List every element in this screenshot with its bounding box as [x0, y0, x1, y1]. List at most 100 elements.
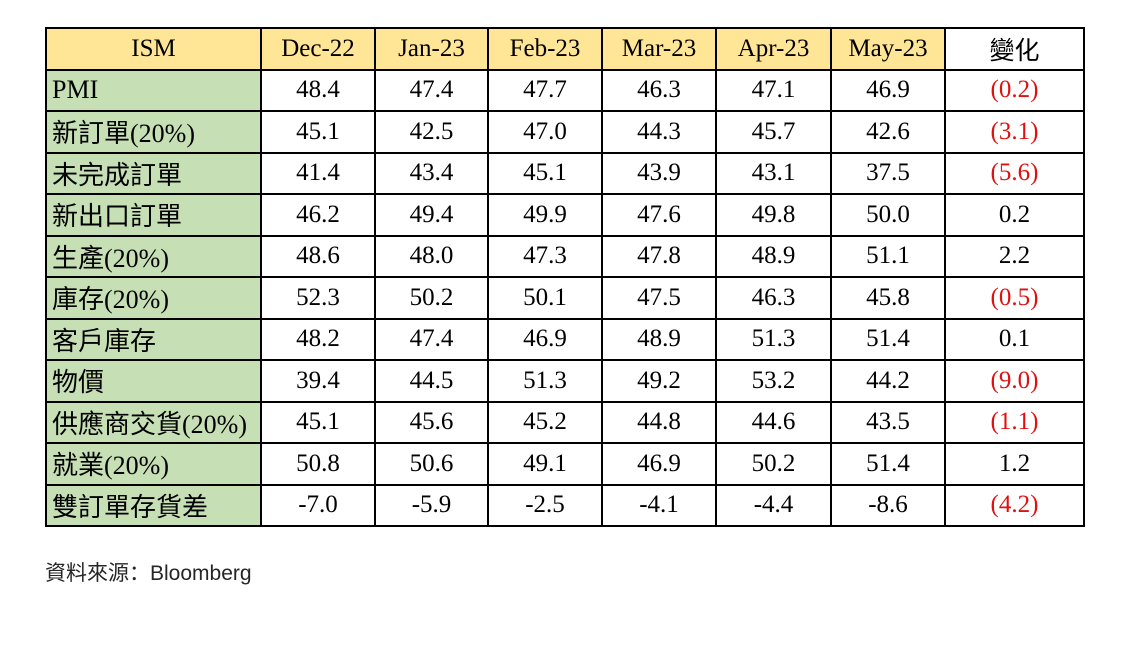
cell-value: -4.4	[715, 483, 832, 527]
cell-value: 49.9	[487, 193, 603, 237]
change-value: (3.1)	[944, 110, 1085, 154]
change-value: (0.2)	[944, 68, 1085, 112]
table-row: 新出口訂單 46.2 49.4 49.9 47.6 49.8 50.0 0.2	[45, 193, 1085, 237]
cell-value: 44.8	[601, 400, 717, 444]
cell-value: 47.8	[601, 234, 717, 278]
table-row: 未完成訂單 41.4 43.4 45.1 43.9 43.1 37.5 (5.6)	[45, 151, 1085, 195]
column-header-feb-23: Feb-23	[487, 27, 603, 71]
cell-value: 44.3	[601, 110, 717, 154]
column-header-dec-22: Dec-22	[260, 27, 376, 71]
cell-value: 42.6	[830, 110, 946, 154]
row-label: 物價	[45, 359, 262, 403]
cell-value: 45.7	[715, 110, 832, 154]
table-row: 庫存(20%) 52.3 50.2 50.1 47.5 46.3 45.8 (0.5)	[45, 276, 1085, 320]
ism-data-table: ISM Dec-22 Jan-23 Feb-23 Mar-23 Apr-23 M…	[45, 27, 1085, 527]
change-value: 1.2	[944, 442, 1085, 486]
table-row: 供應商交貨(20%) 45.1 45.6 45.2 44.8 44.6 43.5 (1.1)	[45, 400, 1085, 444]
cell-value: 47.5	[601, 276, 717, 320]
cell-value: 48.0	[374, 234, 489, 278]
cell-value: 42.5	[374, 110, 489, 154]
cell-value: 52.3	[260, 276, 376, 320]
cell-value: 49.4	[374, 193, 489, 237]
column-header-jan-23: Jan-23	[374, 27, 489, 71]
table-row: 雙訂單存貨差 -7.0 -5.9 -2.5 -4.1 -4.4 -8.6 (4.2)	[45, 483, 1085, 527]
cell-value: 45.6	[374, 400, 489, 444]
cell-value: 39.4	[260, 359, 376, 403]
cell-value: 43.4	[374, 151, 489, 195]
cell-value: 50.8	[260, 442, 376, 486]
cell-value: 43.5	[830, 400, 946, 444]
table-row: 就業(20%) 50.8 50.6 49.1 46.9 50.2 51.4 1.2	[45, 442, 1085, 486]
row-label: 就業(20%)	[45, 442, 262, 486]
cell-value: -7.0	[260, 483, 376, 527]
row-label: PMI	[45, 68, 262, 112]
cell-value: 43.1	[715, 151, 832, 195]
change-value: 2.2	[944, 234, 1085, 278]
cell-value: 49.1	[487, 442, 603, 486]
cell-value: 46.3	[715, 276, 832, 320]
cell-value: 45.2	[487, 400, 603, 444]
cell-value: 51.1	[830, 234, 946, 278]
cell-value: 46.3	[601, 68, 717, 112]
cell-value: 50.1	[487, 276, 603, 320]
cell-value: 47.1	[715, 68, 832, 112]
cell-value: 46.9	[830, 68, 946, 112]
change-value: (4.2)	[944, 483, 1085, 527]
cell-value: 41.4	[260, 151, 376, 195]
cell-value: 47.4	[374, 317, 489, 361]
cell-value: 45.8	[830, 276, 946, 320]
cell-value: 50.6	[374, 442, 489, 486]
row-label: 供應商交貨(20%)	[45, 400, 262, 444]
row-label: 新訂單(20%)	[45, 110, 262, 154]
cell-value: -8.6	[830, 483, 946, 527]
table-row: 物價 39.4 44.5 51.3 49.2 53.2 44.2 (9.0)	[45, 359, 1085, 403]
cell-value: 46.9	[487, 317, 603, 361]
cell-value: 45.1	[260, 110, 376, 154]
change-value: (5.6)	[944, 151, 1085, 195]
cell-value: 46.2	[260, 193, 376, 237]
row-label: 客戶庫存	[45, 317, 262, 361]
cell-value: 46.9	[601, 442, 717, 486]
cell-value: 51.3	[715, 317, 832, 361]
cell-value: 47.6	[601, 193, 717, 237]
cell-value: 47.4	[374, 68, 489, 112]
cell-value: 44.2	[830, 359, 946, 403]
cell-value: 48.2	[260, 317, 376, 361]
source-note: 資料來源：Bloomberg	[45, 562, 252, 585]
cell-value: -4.1	[601, 483, 717, 527]
column-header-apr-23: Apr-23	[715, 27, 832, 71]
change-value: 0.1	[944, 317, 1085, 361]
cell-value: 49.2	[601, 359, 717, 403]
cell-value: 48.9	[715, 234, 832, 278]
cell-value: 44.5	[374, 359, 489, 403]
cell-value: 53.2	[715, 359, 832, 403]
table-row: PMI 48.4 47.4 47.7 46.3 47.1 46.9 (0.2)	[45, 68, 1085, 112]
cell-value: 43.9	[601, 151, 717, 195]
row-label: 雙訂單存貨差	[45, 483, 262, 527]
cell-value: -2.5	[487, 483, 603, 527]
cell-value: 48.9	[601, 317, 717, 361]
table-row: 新訂單(20%) 45.1 42.5 47.0 44.3 45.7 42.6 (3.1)	[45, 110, 1085, 154]
cell-value: 37.5	[830, 151, 946, 195]
cell-value: 48.6	[260, 234, 376, 278]
cell-value: 45.1	[487, 151, 603, 195]
column-header-change: 變化	[944, 27, 1085, 71]
column-header-may-23: May-23	[830, 27, 946, 71]
cell-value: 45.1	[260, 400, 376, 444]
column-header-mar-23: Mar-23	[601, 27, 717, 71]
row-label: 生產(20%)	[45, 234, 262, 278]
cell-value: 48.4	[260, 68, 376, 112]
cell-value: 51.4	[830, 442, 946, 486]
cell-value: 47.0	[487, 110, 603, 154]
cell-value: 47.3	[487, 234, 603, 278]
cell-value: 50.0	[830, 193, 946, 237]
cell-value: 50.2	[374, 276, 489, 320]
table-row: 生產(20%) 48.6 48.0 47.3 47.8 48.9 51.1 2.2	[45, 234, 1085, 278]
cell-value: 51.3	[487, 359, 603, 403]
cell-value: -5.9	[374, 483, 489, 527]
table-row: 客戶庫存 48.2 47.4 46.9 48.9 51.3 51.4 0.1	[45, 317, 1085, 361]
change-value: (0.5)	[944, 276, 1085, 320]
row-label: 庫存(20%)	[45, 276, 262, 320]
change-value: (9.0)	[944, 359, 1085, 403]
